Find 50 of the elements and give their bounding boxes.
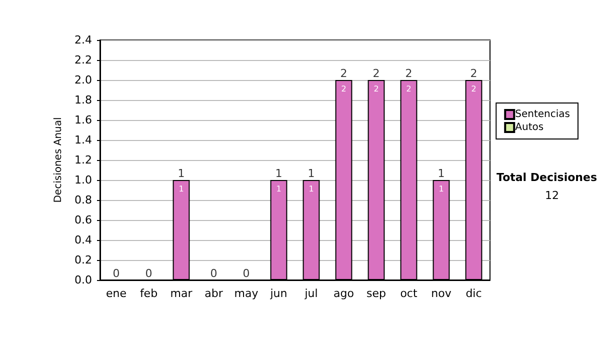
text: 12 — [545, 189, 559, 202]
data-label: 1 — [276, 184, 282, 194]
data-label: 2 — [406, 84, 412, 94]
y-tick-label: 0.4 — [74, 234, 92, 246]
y-tick-label: 1.4 — [74, 134, 92, 146]
data-label: 1 — [308, 184, 314, 194]
y-tick-label: 0.2 — [74, 254, 92, 266]
y-tick-label: 0.8 — [74, 194, 92, 206]
total-label: 1 — [438, 167, 445, 180]
total-label: 0 — [112, 267, 120, 280]
x-tick-label: sep — [366, 287, 386, 300]
x-tick-label: feb — [140, 287, 158, 300]
data-label: 2 — [341, 84, 346, 94]
legend-label: Autos — [515, 122, 544, 133]
x-tick-label: abr — [204, 287, 224, 300]
total-label: 0 — [210, 267, 218, 280]
y-tick-label: 1.6 — [74, 114, 92, 126]
y-tick-label: 0.6 — [74, 214, 92, 226]
x-tick-label: jun — [269, 287, 288, 300]
data-label: 2 — [471, 84, 476, 94]
x-tick-label: may — [234, 287, 259, 300]
x-tick-label: mar — [170, 287, 193, 300]
total-label: 0 — [145, 267, 152, 280]
y-tick-label: 0.0 — [74, 274, 92, 286]
total-label: 2 — [372, 67, 380, 80]
legend-label: Sentencias — [515, 109, 570, 120]
total-label: 2 — [340, 67, 348, 80]
text: Total Decisiones — [496, 171, 598, 184]
total-label: 1 — [308, 167, 315, 180]
x-tick-label: ene — [106, 287, 127, 300]
x-tick-label: dic — [466, 287, 482, 300]
total-label: 1 — [178, 167, 185, 180]
y-tick-label: 2.4 — [74, 34, 92, 46]
y-tick-label: 1.0 — [74, 174, 92, 186]
y-tick-label: 1.8 — [74, 94, 92, 106]
x-tick-label: oct — [400, 287, 418, 300]
total-label: 0 — [242, 267, 250, 280]
total-label: 1 — [275, 167, 282, 180]
data-label: 2 — [374, 84, 379, 94]
data-label: 1 — [438, 184, 444, 194]
total-label: 2 — [405, 67, 412, 80]
y-axis-title: Decisiones Anual — [53, 117, 64, 203]
total-label: 2 — [470, 67, 478, 80]
x-tick-label: jul — [304, 287, 318, 300]
y-tick-label: 2.0 — [74, 74, 92, 86]
data-label: 1 — [178, 184, 184, 194]
y-tick-label: 1.2 — [74, 154, 92, 166]
x-tick-label: ago — [334, 287, 354, 300]
y-tick-label: 2.2 — [74, 54, 92, 66]
x-tick-label: nov — [431, 287, 452, 300]
